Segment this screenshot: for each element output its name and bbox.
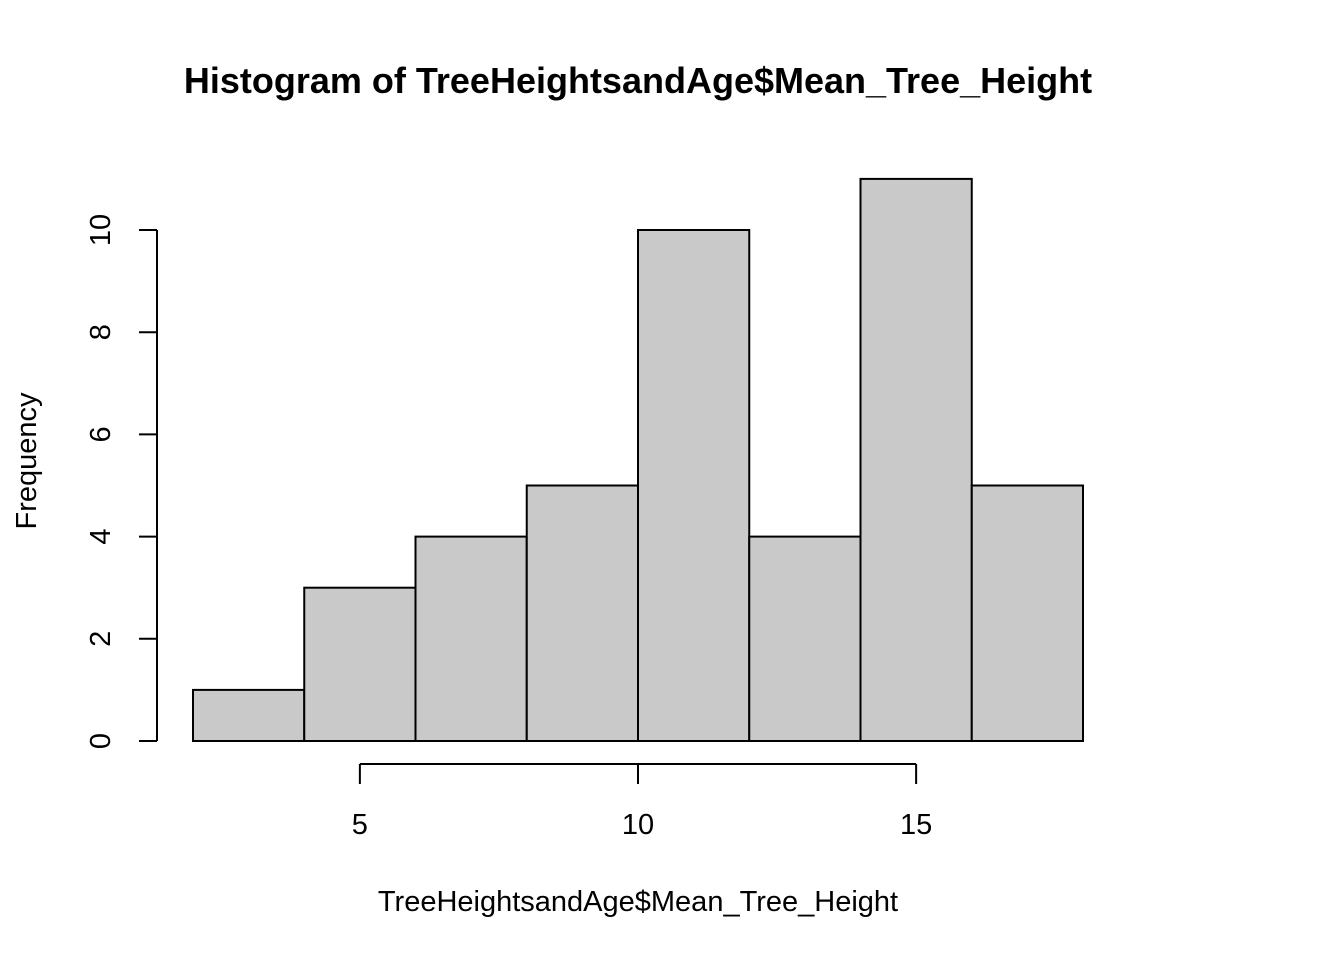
histogram-bar-2 (303, 586, 417, 743)
histogram-bar-6 (748, 535, 862, 742)
y-tick-label-6: 6 (85, 426, 117, 442)
histogram-bar-3 (414, 535, 528, 742)
x-axis-label: TreeHeightsandAge$Mean_Tree_Height (378, 886, 898, 918)
histogram-bar-8 (970, 484, 1084, 742)
y-tick-label-10: 10 (85, 214, 117, 246)
chart-title: Histogram of TreeHeightsandAge$Mean_Tree… (184, 60, 1092, 101)
x-axis: 5 10 15 (352, 763, 932, 841)
histogram-bar-5 (637, 229, 751, 742)
x-tick-label-10: 10 (622, 809, 654, 841)
x-tick-label-15: 15 (900, 809, 932, 841)
y-tick-label-8: 8 (85, 324, 117, 340)
x-tick-label-5: 5 (352, 809, 368, 841)
histogram-bar-4 (525, 484, 639, 742)
y-tick-label-2: 2 (85, 631, 117, 647)
y-axis-label: Frequency (11, 392, 43, 530)
histogram-bar-7 (859, 177, 973, 742)
y-axis: 0 2 4 6 8 10 (85, 214, 158, 749)
y-tick-label-0: 0 (85, 733, 117, 749)
histogram-bar-1 (192, 688, 306, 743)
y-tick-label-4: 4 (85, 529, 117, 545)
bars (192, 177, 1084, 743)
